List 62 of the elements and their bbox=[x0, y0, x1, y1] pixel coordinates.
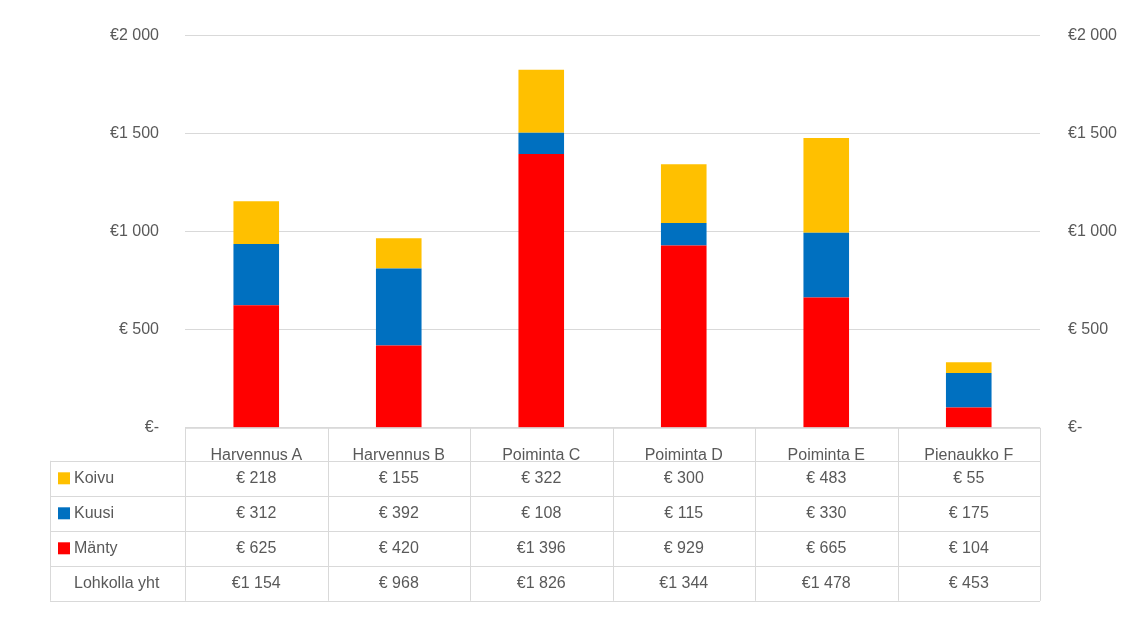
bar bbox=[945, 373, 992, 408]
text: €1 344 bbox=[659, 573, 709, 591]
bar bbox=[803, 137, 850, 233]
data-label: € 108 bbox=[521, 503, 562, 521]
data-label: € 115 bbox=[664, 503, 704, 521]
y2-tick-label: € 500 bbox=[1068, 320, 1109, 338]
bar bbox=[518, 69, 565, 133]
data-label: € 929 bbox=[663, 538, 704, 556]
data-label: € 175 bbox=[948, 503, 989, 521]
data-label: € 218 bbox=[236, 468, 277, 486]
y2-tick-label: €2 000 bbox=[1068, 26, 1118, 44]
x-tick-label: Poiminta E bbox=[787, 445, 865, 463]
bar bbox=[375, 238, 422, 269]
text: € 968 bbox=[378, 573, 419, 591]
bar bbox=[660, 245, 707, 428]
data-label: € 312 bbox=[236, 503, 277, 521]
data-label: € 330 bbox=[806, 503, 847, 521]
text: Lohkolla yht bbox=[74, 573, 160, 591]
text: €1 826 bbox=[516, 573, 566, 591]
x-tick-label: Harvennus B bbox=[352, 445, 445, 463]
y2-tick-label: €1 000 bbox=[1068, 222, 1118, 240]
data-label: € 300 bbox=[663, 468, 704, 486]
bar bbox=[660, 223, 707, 246]
bar bbox=[375, 345, 422, 428]
data-label: € 665 bbox=[806, 538, 847, 556]
bar bbox=[518, 132, 565, 155]
y-tick-label: €- bbox=[144, 418, 159, 436]
x-tick-label: Harvennus A bbox=[210, 445, 303, 463]
data-label: € 322 bbox=[521, 468, 562, 486]
data-label: € 483 bbox=[806, 468, 847, 486]
bar bbox=[233, 201, 280, 245]
data-label: € 392 bbox=[378, 503, 419, 521]
text: €1 478 bbox=[801, 573, 851, 591]
bar bbox=[375, 268, 422, 346]
legend-label: Mänty bbox=[74, 538, 118, 556]
bar bbox=[803, 297, 850, 428]
data-label: € 155 bbox=[378, 468, 419, 486]
x-tick-label: Poiminta C bbox=[502, 445, 581, 463]
y-tick-label: €2 000 bbox=[110, 26, 160, 44]
bar bbox=[803, 232, 850, 298]
bar bbox=[233, 305, 280, 428]
data-label: €1 396 bbox=[516, 538, 566, 556]
y2-tick-label: €1 500 bbox=[1068, 124, 1118, 142]
data-label: € 625 bbox=[236, 538, 277, 556]
legend-label: Koivu bbox=[74, 468, 115, 486]
data-label: € 55 bbox=[953, 468, 985, 486]
y-tick-label: € 500 bbox=[118, 320, 160, 338]
bar bbox=[518, 154, 565, 428]
data-label: € 104 bbox=[948, 538, 989, 556]
bar bbox=[233, 244, 280, 306]
text: € 453 bbox=[948, 573, 989, 591]
y-tick-label: €1 500 bbox=[110, 124, 160, 142]
legend-label: Kuusi bbox=[74, 503, 115, 521]
text: €1 154 bbox=[231, 573, 281, 591]
bar bbox=[945, 362, 992, 374]
bar bbox=[660, 164, 707, 224]
data-label: € 420 bbox=[378, 538, 419, 556]
bar bbox=[945, 407, 992, 428]
x-tick-label: Pienaukko F bbox=[924, 445, 1014, 463]
y-tick-label: €1 000 bbox=[110, 222, 160, 240]
y2-tick-label: €- bbox=[1068, 418, 1083, 436]
x-tick-label: Poiminta D bbox=[644, 445, 723, 463]
